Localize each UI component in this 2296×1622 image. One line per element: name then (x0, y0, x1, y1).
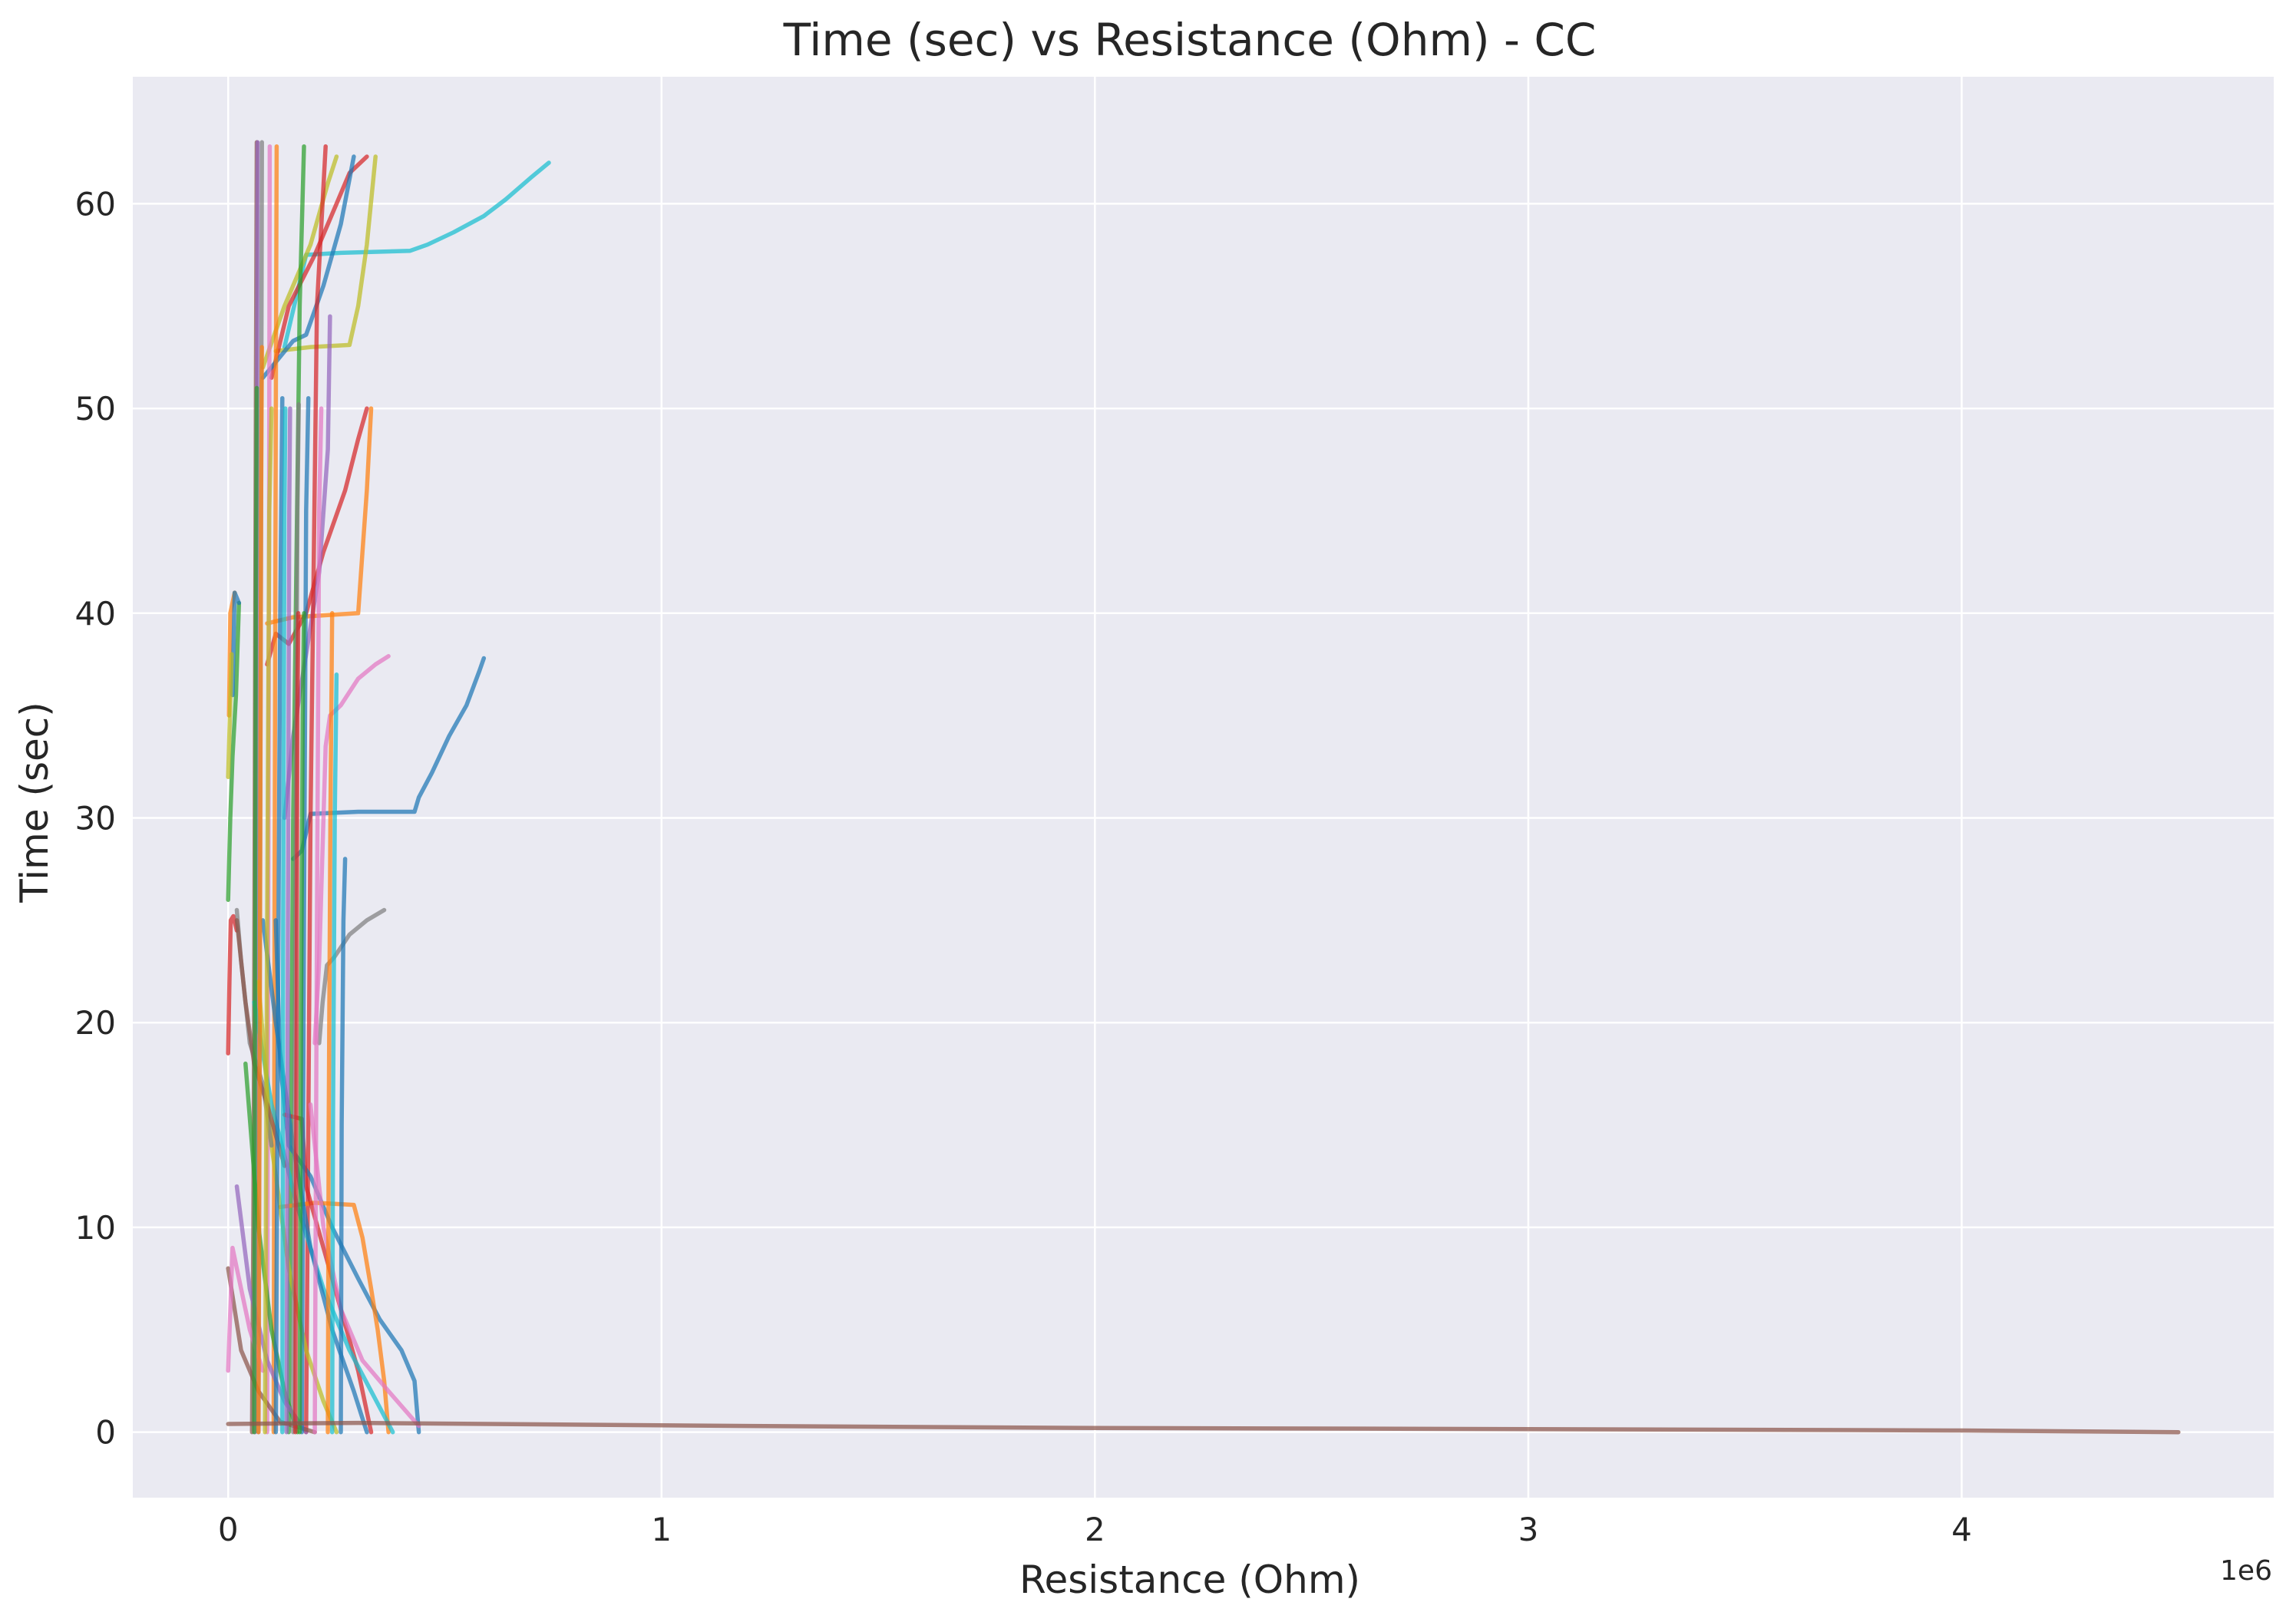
x-tick-label: 2 (1085, 1511, 1105, 1548)
x-tick-label: 3 (1518, 1511, 1539, 1548)
series-line-43 (280, 406, 288, 1435)
series-line-30 (226, 600, 242, 902)
series-line-7 (273, 154, 378, 354)
series-line-49 (339, 857, 348, 1435)
grid (133, 77, 2274, 1498)
series-line-33 (226, 652, 234, 779)
y-tick-label: 30 (75, 800, 116, 837)
series-line-44 (284, 406, 292, 1435)
series-line-37 (273, 395, 285, 1435)
y-axis-label: Time (sec) (12, 702, 57, 903)
series-line-50 (252, 385, 259, 1435)
series-line-41 (299, 395, 311, 1435)
y-tick-label: 50 (75, 390, 116, 428)
series-line-32 (226, 913, 240, 1055)
y-tick-label: 40 (75, 595, 116, 633)
x-tick-label: 1 (651, 1511, 672, 1548)
x-axis-offset-label: 1e6 (2220, 1555, 2272, 1587)
series-line-51 (226, 1420, 2181, 1435)
series-line-1 (282, 160, 551, 349)
series-line-47 (325, 611, 335, 1435)
series-line-2 (291, 656, 487, 861)
y-tick-label: 20 (75, 1004, 116, 1042)
series-line-23 (308, 1102, 421, 1429)
series-lines (226, 140, 2181, 1435)
y-tick-label: 60 (75, 185, 116, 223)
series-line-38 (256, 345, 264, 1435)
x-tick-label: 0 (218, 1511, 239, 1548)
x-tick-label: 4 (1951, 1511, 1972, 1548)
chart-title: Time (sec) vs Resistance (Ohm) - CC (783, 14, 1597, 66)
series-line-46 (297, 611, 306, 1435)
series-line-48 (329, 672, 339, 1435)
series-line-18 (304, 144, 328, 1435)
y-tick-label: 0 (95, 1414, 116, 1452)
series-line-45 (292, 611, 301, 1435)
x-axis-label: Resistance (Ohm) (1019, 1558, 1360, 1602)
series-line-24 (260, 918, 369, 1435)
y-tick-label: 10 (75, 1209, 116, 1247)
plot-area (133, 77, 2274, 1498)
series-line-39 (263, 406, 274, 1435)
series-line-42 (312, 406, 324, 1435)
